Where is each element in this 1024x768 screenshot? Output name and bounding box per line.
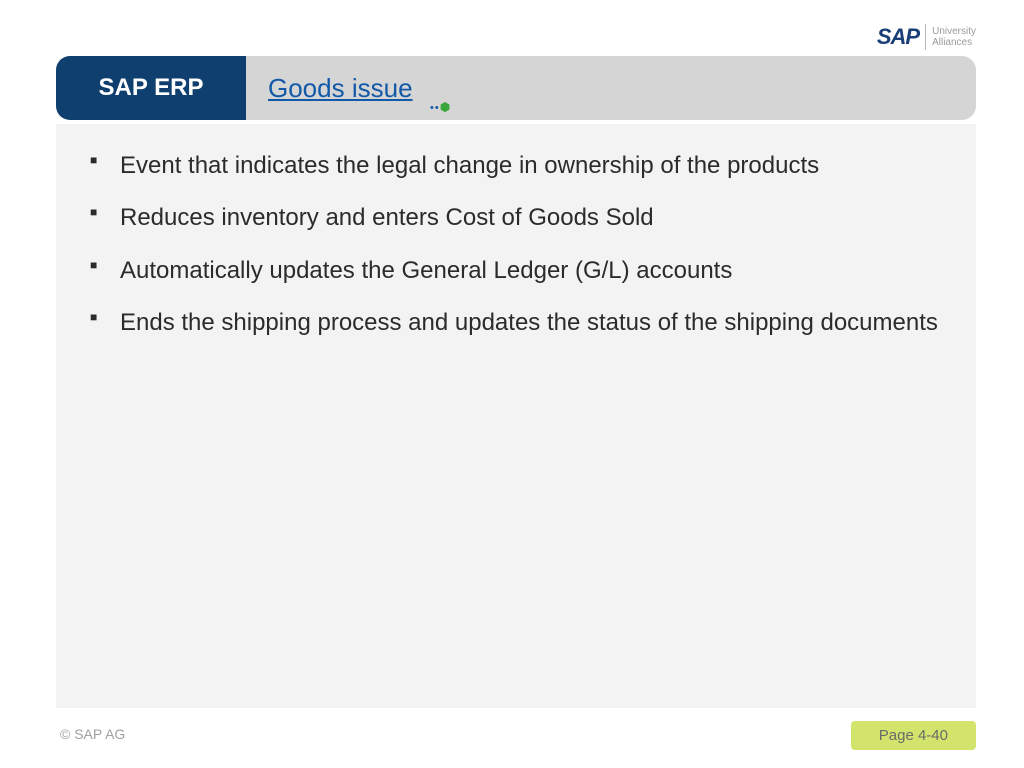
header-bar: SAP ERP Goods issue ••⬢ (56, 56, 976, 120)
logo-subtext-line2: Alliances (932, 37, 976, 48)
sap-logo-text: SAP (877, 24, 919, 50)
header-module-label: SAP ERP (56, 56, 246, 120)
bullet-list: Event that indicates the legal change in… (86, 150, 946, 340)
content-panel: Event that indicates the legal change in… (56, 124, 976, 708)
footer-page-badge: Page 4-40 (851, 721, 976, 750)
header-title-area: Goods issue ••⬢ (246, 56, 976, 120)
bullet-item: Event that indicates the legal change in… (86, 150, 946, 182)
slide-title-link[interactable]: Goods issue (268, 73, 413, 104)
slide: SAP University Alliances SAP ERP Goods i… (0, 0, 1024, 768)
title-decoration-icon: ••⬢ (430, 100, 451, 114)
bullet-item: Automatically updates the General Ledger… (86, 255, 946, 287)
bullet-item: Ends the shipping process and updates th… (86, 307, 946, 339)
bullet-item: Reduces inventory and enters Cost of Goo… (86, 202, 946, 234)
brand-logo-area: SAP University Alliances (877, 24, 976, 50)
footer-copyright: © SAP AG (60, 726, 125, 742)
logo-subtext-line1: University (932, 26, 976, 37)
logo-subtext: University Alliances (932, 26, 976, 48)
org-icon: ⬢ (440, 100, 451, 114)
logo-divider (925, 24, 926, 50)
